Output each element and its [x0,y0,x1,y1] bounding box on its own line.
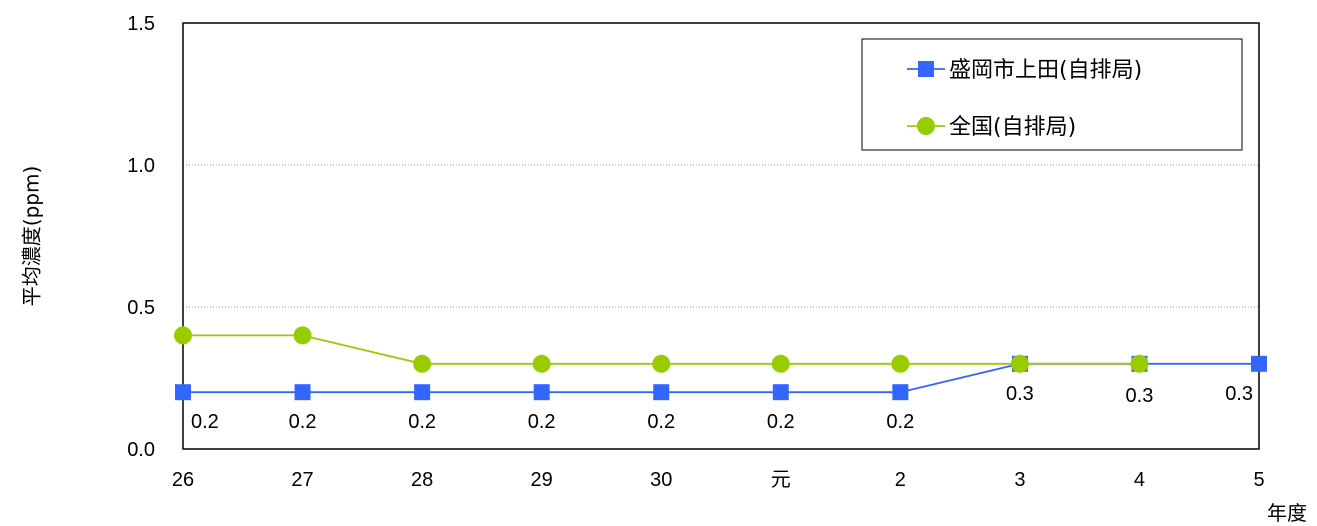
data-point [174,326,192,345]
data-point [1251,355,1267,372]
x-tick-label: 29 [531,469,553,491]
data-point [772,384,789,401]
legend-marker [917,117,935,135]
legend-label: 盛岡市上田(自排局) [949,58,1142,83]
legend-label: 全国(自排局) [949,115,1076,140]
data-point [891,354,910,373]
y-tick-label: 0.0 [127,439,155,461]
data-point [293,326,312,345]
y-tick-label: 0.5 [127,297,155,319]
legend-marker [918,61,934,77]
data-label: 0.2 [289,411,317,433]
data-label: 0.2 [886,411,914,433]
data-point [175,384,191,401]
x-tick-label: 27 [291,469,313,491]
data-point [653,384,670,401]
data-label: 0.2 [647,411,675,433]
data-point [892,384,909,401]
x-tick-label: 30 [650,469,672,491]
data-point [771,354,790,373]
x-tick-label: 26 [172,469,194,491]
data-label: 0.2 [191,411,219,433]
x-tick-label: 元 [771,469,791,491]
y-axis-ticks: 0.0 0.5 1.0 1.5 [127,13,155,461]
x-axis-title: 年度 [1267,501,1307,525]
x-axis-ticks: 26 27 28 29 30 元 2 3 4 5 [172,469,1265,491]
data-label: 0.3 [1006,383,1034,405]
data-label: 0.2 [528,411,556,433]
data-point [652,354,671,373]
data-point [294,384,311,401]
x-tick-label: 5 [1253,469,1264,491]
data-point [1010,354,1029,373]
plot-area [182,22,1260,450]
x-tick-label: 2 [895,469,906,491]
data-point [413,354,432,373]
legend: 盛岡市上田(自排局) 全国(自排局) [861,38,1243,151]
y-tick-label: 1.0 [127,155,155,177]
data-label: 0.2 [408,411,436,433]
series-line [183,362,1259,394]
data-point [414,384,431,401]
data-point [532,354,551,373]
series-layer [174,326,1267,401]
data-point [533,384,550,401]
data-point [1130,354,1149,373]
grid-lines [183,164,1259,308]
data-label: 0.3 [1225,383,1253,405]
data-labels: 0.2 0.2 0.2 0.2 0.2 0.2 0.2 0.3 0.3 0.3 [191,383,1253,433]
data-label: 0.3 [1126,385,1154,407]
y-axis-title: 平均濃度(ppm) [20,166,44,306]
x-tick-label: 28 [411,469,433,491]
x-tick-label: 3 [1014,469,1025,491]
x-tick-label: 4 [1134,469,1145,491]
data-label: 0.2 [767,411,795,433]
y-tick-label: 1.5 [127,13,155,35]
